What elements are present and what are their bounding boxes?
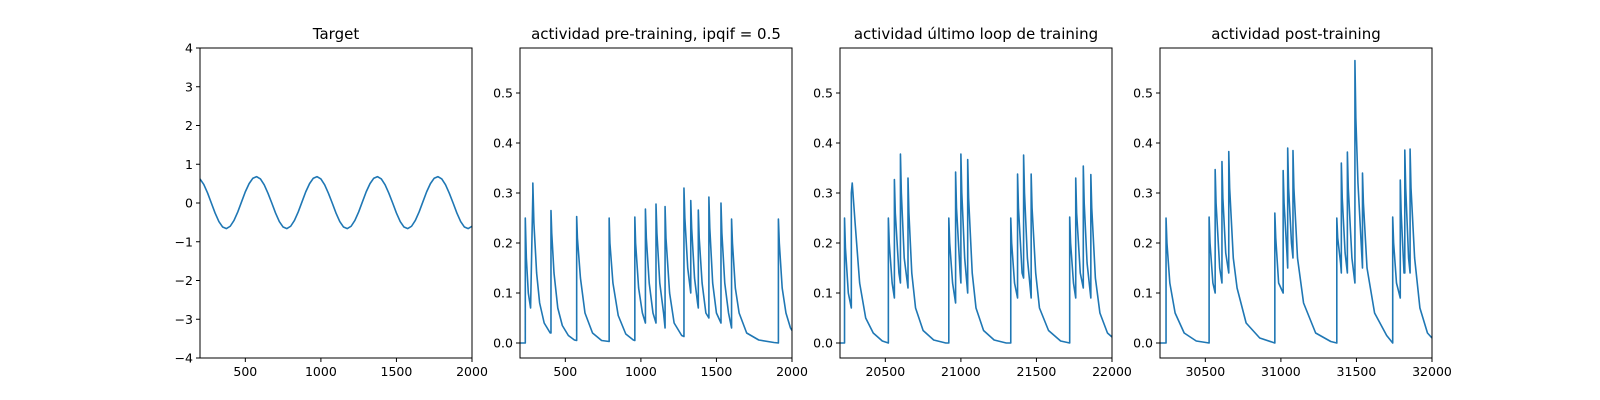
y-tick-label: −4 — [175, 351, 193, 366]
axes-frame — [839, 47, 1113, 359]
subplot-title: actividad pre-training, ipqif = 0.5 — [531, 25, 781, 43]
axes-frame — [1159, 47, 1433, 359]
x-tick-label: 1500 — [701, 364, 733, 379]
y-tick-label: 0.5 — [493, 86, 513, 101]
x-tick-label: 500 — [553, 364, 577, 379]
subplot-title: actividad último loop de training — [854, 25, 1098, 43]
subplot-pre-training: actividad pre-training, ipqif = 0.5 500 1… — [493, 25, 808, 379]
subplot-title: actividad post-training — [1211, 25, 1380, 43]
y-tick-label: 0.3 — [813, 186, 833, 201]
y-tick-label: 0.5 — [1133, 86, 1153, 101]
y-tick-label: 4 — [185, 41, 193, 56]
x-tick-label: 1000 — [625, 364, 657, 379]
y-tick-label: 0.4 — [813, 136, 833, 151]
x-tick-label: 30500 — [1185, 364, 1225, 379]
y-tick-label: −2 — [175, 273, 193, 288]
y-tick-label: 0.3 — [493, 186, 513, 201]
x-tick-label: 1000 — [305, 364, 337, 379]
series-line — [1160, 59, 1433, 344]
y-tick-label: 0.0 — [813, 336, 833, 351]
y-tick-label: 0.2 — [1133, 236, 1153, 251]
subplot-post-training: actividad post-training 30500 31000 31500 3… — [1133, 25, 1452, 379]
x-tick-label: 21500 — [1017, 364, 1057, 379]
y-tick-label: −1 — [175, 234, 193, 249]
y-tick-label: 0.5 — [813, 86, 833, 101]
y-tick-label: 0.0 — [1133, 336, 1153, 351]
y-tick-label: 0.2 — [493, 236, 513, 251]
subplot-last-training-loop: actividad último loop de training 20500 2… — [813, 25, 1132, 379]
subplot-target: Target 500 1000 1500 2000 −4 −3 −2 −1 0 1 2 3 4 — [175, 25, 488, 379]
series-line — [840, 153, 1113, 344]
y-tick-label: 0.2 — [813, 236, 833, 251]
y-tick-label: 0.3 — [1133, 186, 1153, 201]
y-tick-label: 0.1 — [813, 286, 833, 301]
y-tick-label: −3 — [175, 312, 193, 327]
x-tick-label: 2000 — [456, 364, 488, 379]
x-tick-label: 31500 — [1337, 364, 1377, 379]
x-tick-label: 1500 — [381, 364, 413, 379]
subplot-title: Target — [312, 25, 360, 43]
y-tick-label: 0.1 — [1133, 286, 1153, 301]
y-tick-label: 0.0 — [493, 336, 513, 351]
y-tick-label: 2 — [185, 118, 193, 133]
axes-frame — [519, 47, 793, 359]
y-tick-label: 0 — [185, 196, 193, 211]
x-tick-label: 22000 — [1092, 364, 1132, 379]
y-tick-label: 0.4 — [1133, 136, 1153, 151]
x-tick-label: 500 — [233, 364, 257, 379]
x-tick-label: 2000 — [776, 364, 808, 379]
x-tick-label: 20500 — [865, 364, 905, 379]
y-tick-label: 0.4 — [493, 136, 513, 151]
y-tick-label: 1 — [185, 157, 193, 172]
x-tick-label: 31000 — [1261, 364, 1301, 379]
series-line — [199, 175, 473, 230]
x-tick-label: 32000 — [1412, 364, 1452, 379]
y-tick-label: 0.1 — [493, 286, 513, 301]
x-tick-label: 21000 — [941, 364, 981, 379]
y-tick-label: 3 — [185, 79, 193, 94]
series-line — [520, 182, 793, 344]
